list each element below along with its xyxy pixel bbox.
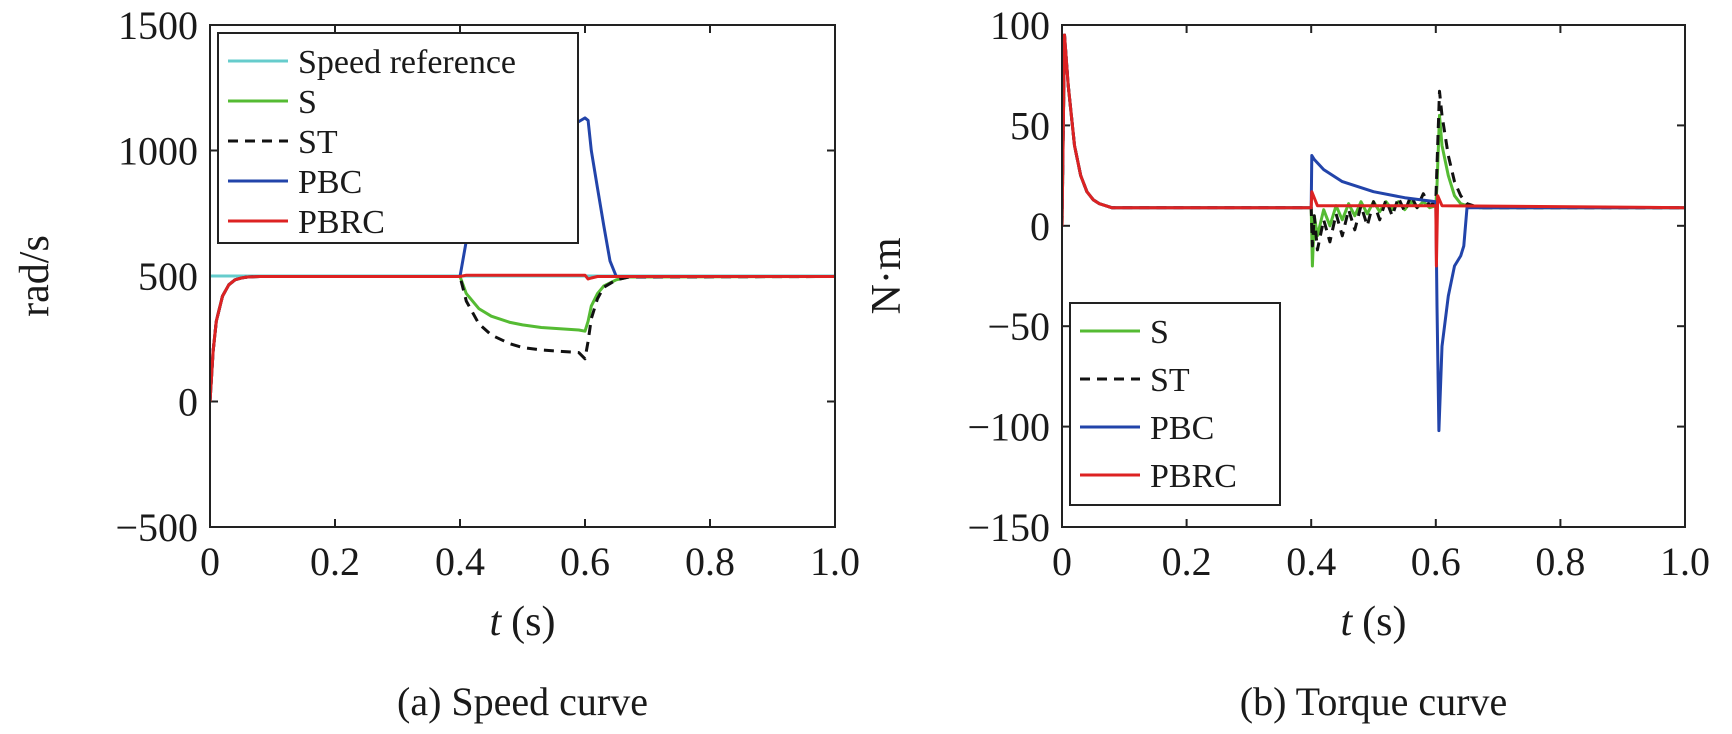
torque-y-tick-label: −150	[967, 505, 1050, 550]
torque-x-tick-label: 0.6	[1411, 539, 1461, 584]
speed-legend-label-s: S	[298, 84, 317, 121]
torque-legend: S ST PBC PBRC	[1069, 302, 1281, 506]
speed-x-axis-unit: (s)	[511, 599, 555, 645]
torque-legend-box	[1069, 302, 1281, 506]
torque-series-pbrc	[1062, 33, 1685, 268]
speed-x-tick-label: 0.8	[685, 539, 735, 584]
torque-x-axis-unit: (s)	[1362, 599, 1406, 645]
torque-y-tick-label: 100	[990, 3, 1050, 48]
speed-y-tick-label: 1000	[118, 129, 198, 174]
speed-y-tick-label: 1500	[118, 3, 198, 48]
torque-y-tick-label: 50	[1010, 103, 1050, 148]
speed-x-tick-label: 1.0	[810, 539, 860, 584]
torque-x-tick-label: 0	[1052, 539, 1072, 584]
speed-legend-box	[217, 32, 579, 244]
speed-x-tick-label: 0.4	[435, 539, 485, 584]
torque-plot-area	[1062, 33, 1685, 433]
speed-legend-label-pbc: PBC	[298, 164, 362, 201]
torque-chart-panel: 100 50 0 −50 −100 −150 0 0.2 0.4 0.6 0.8 1.0 N·m t…	[864, 3, 1710, 724]
speed-x-axis-label: t (s)	[490, 599, 556, 645]
speed-caption: (a) Speed curve	[397, 679, 648, 724]
torque-x-tick-label: 1.0	[1660, 539, 1710, 584]
speed-series-pbrc	[210, 273, 835, 402]
torque-y-tick-label: 0	[1030, 204, 1050, 249]
torque-caption: (b) Torque curve	[1240, 679, 1507, 724]
torque-legend-label-s: S	[1150, 314, 1169, 351]
speed-legend-label-st: ST	[298, 124, 338, 161]
torque-series-st	[1062, 33, 1685, 252]
torque-x-tick-label: 0.2	[1162, 539, 1212, 584]
speed-y-axis-label: rad/s	[12, 235, 58, 317]
torque-legend-label-pbc: PBC	[1150, 410, 1214, 447]
speed-legend-label-pbrc: PBRC	[298, 204, 385, 241]
speed-series-s	[210, 275, 835, 402]
torque-y-tick-label: −100	[967, 405, 1050, 450]
speed-x-tick-label: 0.6	[560, 539, 610, 584]
speed-y-ticks: 1500 1000 500 0 −500	[115, 3, 835, 550]
torque-plot-frame	[1061, 24, 1686, 528]
speed-y-tick-label: 0	[178, 380, 198, 425]
torque-x-ticks: 0 0.2 0.4 0.6 0.8 1.0	[1052, 25, 1710, 584]
speed-x-tick-label: 0.2	[310, 539, 360, 584]
torque-legend-label-pbrc: PBRC	[1150, 458, 1237, 495]
speed-x-axis-var: t	[490, 599, 503, 645]
torque-x-tick-label: 0.4	[1286, 539, 1336, 584]
speed-legend-label-speed-reference: Speed reference	[298, 44, 516, 81]
torque-x-axis-label: t (s)	[1341, 599, 1407, 645]
torque-legend-label-st: ST	[1150, 362, 1190, 399]
torque-y-ticks: 100 50 0 −50 −100 −150	[967, 3, 1685, 550]
torque-x-tick-label: 0.8	[1535, 539, 1585, 584]
speed-x-ticks: 0 0.2 0.4 0.6 0.8 1.0	[200, 25, 860, 584]
speed-x-tick-label: 0	[200, 539, 220, 584]
torque-series-s	[1062, 33, 1685, 268]
speed-series-st	[210, 275, 835, 402]
torque-x-axis-var: t	[1341, 599, 1354, 645]
speed-plot-frame	[209, 24, 836, 528]
speed-y-tick-label: −500	[115, 505, 198, 550]
torque-y-tick-label: −50	[987, 304, 1050, 349]
speed-y-tick-label: 500	[138, 254, 198, 299]
torque-y-axis-label: N·m	[864, 237, 910, 314]
